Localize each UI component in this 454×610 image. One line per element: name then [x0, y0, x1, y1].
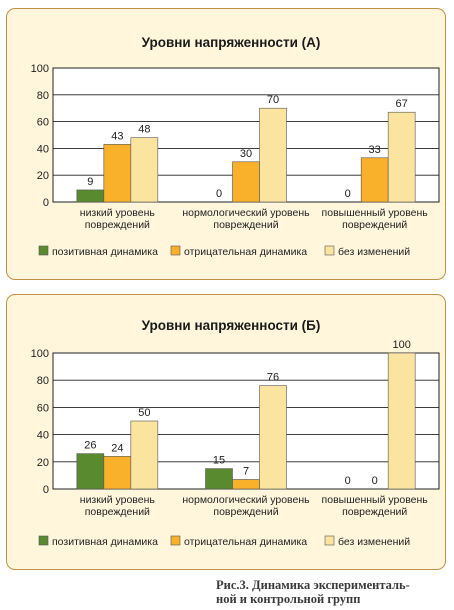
bar — [130, 137, 159, 203]
x-category-label: повреждений — [342, 219, 407, 231]
bar — [76, 189, 105, 203]
chart-panel-b: Уровни напряженности (Б) 0 20 40 60 80 100 26 15… — [6, 294, 446, 570]
legend-entry: позитивная динамика — [52, 246, 158, 258]
data-label: 67 — [396, 98, 408, 110]
bar — [76, 453, 105, 490]
figure-caption: Рис.3. Динамика эксперименталь- ной и ко… — [216, 578, 450, 606]
legend-swatch — [38, 245, 49, 256]
data-label: 30 — [240, 148, 252, 160]
y-tick-label: 40 — [37, 430, 49, 442]
data-label: 76 — [267, 372, 279, 384]
bar — [387, 111, 416, 203]
chart-title: Уровни напряженности (Б) — [142, 318, 321, 333]
chart-a: Уровни напряженности (А) 0 20 40 60 80 100 9 0 0 4… — [31, 35, 440, 258]
chart-b: Уровни напряженности (Б) 0 20 40 60 80 100 26 15… — [31, 318, 440, 548]
data-label: 26 — [84, 440, 96, 452]
y-tick-label: 100 — [31, 63, 49, 75]
legend-entry: без изменений — [338, 536, 410, 548]
legend-swatch — [324, 535, 335, 546]
x-category-label: повышенный уровень — [322, 207, 429, 219]
x-category-label: повреждений — [213, 219, 278, 231]
bar — [360, 157, 389, 203]
bar — [387, 352, 416, 490]
bar — [232, 479, 260, 490]
chart-title: Уровни напряженности (А) — [142, 35, 321, 50]
data-label: 0 — [216, 188, 222, 200]
x-category-label: повреждений — [85, 506, 150, 518]
y-tick-label: 20 — [37, 457, 49, 469]
data-label: 70 — [267, 94, 279, 106]
x-category-label: нормологический уровень — [182, 494, 310, 506]
y-tick-label: 0 — [43, 484, 49, 496]
caption-line-1: Рис.3. Динамика эксперименталь- — [216, 578, 410, 592]
y-tick-label: 60 — [37, 402, 49, 414]
legend-entry: отрицательная динамика — [184, 246, 307, 258]
data-label: 50 — [138, 407, 150, 419]
y-tick-label: 60 — [37, 117, 49, 129]
bar — [130, 420, 159, 490]
bar — [232, 161, 260, 203]
bar — [205, 468, 233, 490]
data-label: 24 — [111, 442, 123, 454]
x-category-label: низкий уровень — [80, 207, 156, 219]
y-tick-label: 20 — [37, 170, 49, 182]
y-tick-label: 80 — [37, 90, 49, 102]
data-label: 0 — [372, 475, 378, 487]
caption-line-2: ной и контрольной групп — [216, 592, 361, 606]
chart-panel-a: Уровни напряженности (А) 0 20 40 60 80 100 9 0 0 4… — [6, 8, 446, 280]
x-category-label: низкий уровень — [80, 494, 156, 506]
data-label: 48 — [138, 124, 150, 136]
bar — [103, 144, 132, 203]
x-category-label: нормологический уровень — [182, 207, 310, 219]
legend-entry: отрицательная динамика — [184, 536, 307, 548]
bar — [259, 107, 287, 203]
data-label: 0 — [345, 475, 351, 487]
y-tick-label: 0 — [43, 197, 49, 209]
x-category-label: повреждений — [213, 506, 278, 518]
data-label: 9 — [87, 176, 93, 188]
x-category-label: повреждений — [342, 506, 407, 518]
x-category-label: повышенный уровень — [322, 494, 429, 506]
data-label: 7 — [243, 465, 249, 477]
data-label: 100 — [392, 339, 410, 351]
legend-swatch — [324, 245, 335, 256]
x-category-label: повреждений — [85, 219, 150, 231]
data-label: 43 — [111, 130, 123, 142]
legend-swatch — [170, 245, 181, 256]
bar — [103, 456, 132, 490]
data-label: 15 — [213, 455, 225, 467]
legend-entry: позитивная динамика — [52, 536, 158, 548]
legend-swatch — [38, 535, 49, 546]
data-label: 0 — [345, 188, 351, 200]
legend-entry: без изменений — [338, 246, 410, 258]
legend-swatch — [170, 535, 181, 546]
data-label: 33 — [369, 144, 381, 156]
y-tick-label: 40 — [37, 143, 49, 155]
y-tick-label: 80 — [37, 375, 49, 387]
y-tick-label: 100 — [31, 348, 49, 360]
bar — [259, 385, 287, 490]
